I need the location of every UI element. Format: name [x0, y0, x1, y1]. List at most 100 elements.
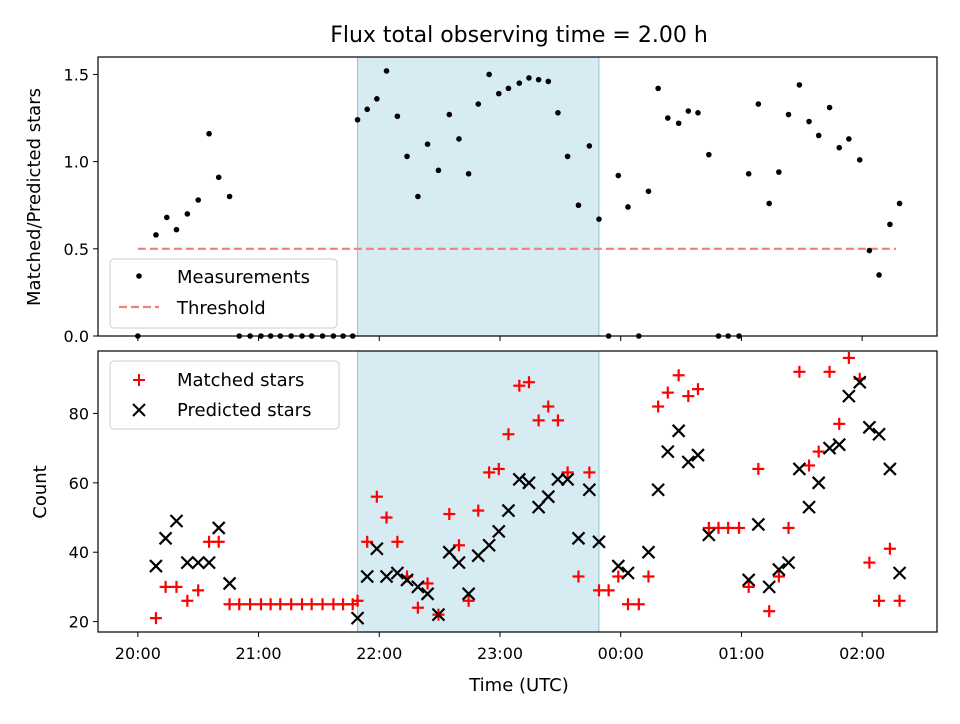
predicted-star-point [611, 559, 626, 573]
predicted-star-point [681, 455, 696, 469]
axes-frame [97, 350, 938, 633]
predicted-star-point [370, 541, 384, 556]
predicted-star-stroke-b [222, 576, 237, 591]
matched-star-point [181, 594, 194, 607]
predicted-star-point [852, 375, 867, 390]
measurement-point [766, 200, 772, 207]
predicted-star-stroke-b [681, 455, 696, 469]
measurement-point [354, 116, 361, 123]
predicted-star-point [482, 538, 496, 553]
predicted-star-point [531, 500, 546, 514]
matched-star-point [316, 598, 329, 611]
matched-star-point [551, 414, 564, 427]
predicted-star-stroke-b [691, 448, 705, 462]
count-panel: 20 40 60 80 20:00 21:00 22:00 23:00 00:00 01:00 02… [69, 350, 938, 663]
x-tick-label: 22:00 [356, 644, 402, 663]
predicted-star-point [400, 573, 414, 587]
predicted-star-stroke-b [360, 569, 374, 584]
matched-star-point [149, 612, 162, 625]
predicted-star-point [792, 462, 807, 476]
matched-star-point [361, 535, 374, 548]
observing-window-span [357, 56, 600, 337]
legend-predicted-label: Predicted stars [177, 400, 311, 421]
predicted-star-stroke-b [390, 566, 405, 580]
measurement-point [615, 172, 622, 179]
measurement-point [535, 76, 542, 83]
measurement-point [836, 144, 843, 151]
measurement-point [435, 167, 442, 174]
matched-star-point [502, 428, 515, 441]
matched-star-point [842, 351, 855, 364]
predicted-star-point [883, 462, 897, 476]
measurement-point [184, 211, 191, 217]
predicted-star-point [671, 424, 686, 438]
predicted-star-point [560, 472, 575, 487]
y-tick-label: 40 [69, 543, 89, 562]
legend-measurements-label: Measurements [177, 267, 310, 288]
matched-star-point [483, 466, 496, 479]
legend-bottom: Matched stars Predicted stars [109, 360, 340, 430]
predicted-star-stroke-b [822, 441, 837, 455]
matched-star-point [411, 601, 424, 614]
predicted-star-point [501, 503, 516, 518]
predicted-star-point [211, 521, 226, 535]
predicted-star-point [832, 437, 846, 452]
measurement-point [164, 214, 170, 221]
measurement-point [495, 90, 502, 97]
matched-star-point [305, 598, 318, 611]
matched-star-point [752, 462, 765, 475]
measurement-point [896, 200, 903, 207]
predicted-star-point [592, 535, 606, 549]
matched-star-point [462, 594, 475, 607]
predicted-star-stroke-b [883, 462, 897, 476]
predicted-star-point [360, 569, 374, 584]
x-tick-label: 20:00 [115, 644, 161, 663]
matched-star-point [742, 580, 755, 593]
x-tick-label: 21:00 [236, 644, 282, 663]
measurement-point [706, 151, 712, 158]
legend-top-frame [109, 258, 338, 329]
predicted-star-stroke-b [420, 587, 435, 601]
predicted-star-point [471, 548, 486, 563]
matched-star-point [682, 390, 695, 403]
predicted-star-point [811, 476, 826, 490]
x-tick-label: 23:00 [477, 644, 523, 663]
matched-star-point [391, 535, 404, 548]
y-tick-label: 0.5 [64, 240, 89, 259]
measurement-point [505, 85, 512, 92]
predicted-star-point [741, 573, 756, 587]
measurement-point [846, 136, 852, 142]
predicted-star-stroke-b [379, 569, 394, 584]
predicted-star-point [822, 441, 837, 455]
measurement-point [364, 106, 371, 113]
matched-star-point [793, 365, 806, 378]
measurement-point [516, 80, 523, 86]
predicted-star-stroke-b [522, 476, 536, 490]
predicted-star-stroke-b [671, 424, 686, 438]
predicted-star-stroke-b [482, 538, 496, 553]
predicted-star-point [842, 389, 856, 403]
legend-bottom-frame [109, 360, 340, 430]
predicted-star-point [202, 555, 216, 570]
predicted-star-point [222, 576, 237, 591]
legend-matched-label: Matched stars [177, 370, 304, 391]
legend-top: Measurements Threshold [109, 258, 338, 329]
measurement-point [887, 221, 893, 228]
measurement-point [374, 96, 380, 102]
predicted-star-stroke-b [651, 482, 665, 497]
predicted-star-stroke-b [802, 500, 816, 514]
measurement-point [555, 110, 561, 116]
predicted-star-point [492, 524, 506, 539]
predicted-star-stroke-b [762, 580, 776, 594]
predicted-star-point [691, 448, 705, 462]
measurement-point [876, 272, 882, 278]
y-tick-label: 1.0 [64, 153, 89, 172]
matched-star-point [452, 539, 465, 552]
matched-star-point [672, 369, 685, 382]
x-tick-label: 01:00 [718, 644, 764, 663]
matched-star-point [812, 445, 825, 458]
matched-star-point [542, 400, 555, 413]
predicted-star-stroke-b [202, 555, 216, 570]
measurement-point [153, 232, 159, 238]
